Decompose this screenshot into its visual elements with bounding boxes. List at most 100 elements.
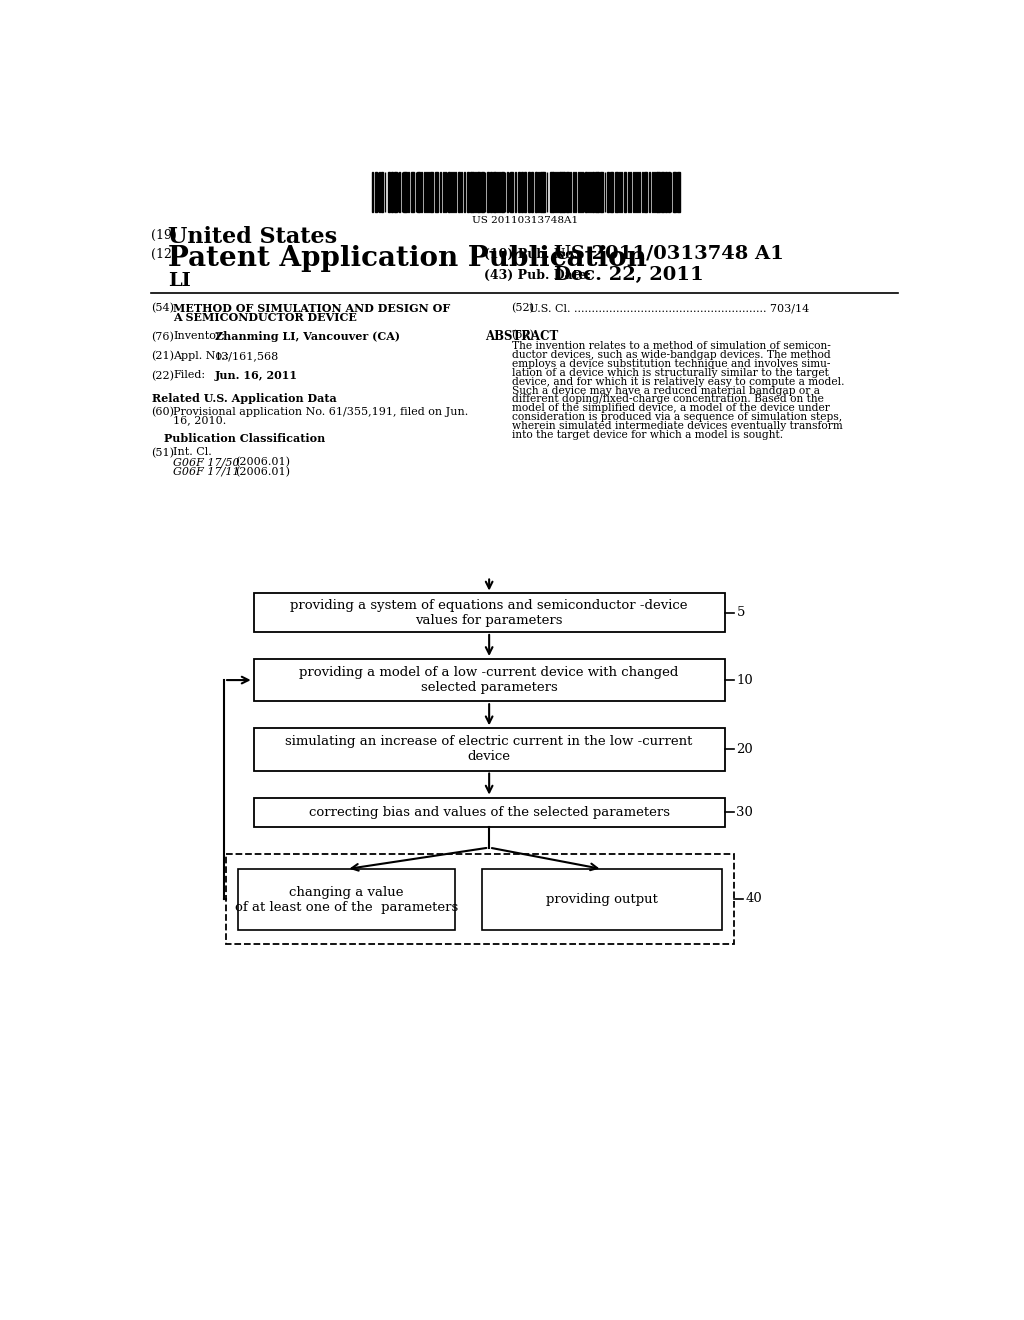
Bar [544, 172, 545, 213]
Text: 16, 2010.: 16, 2010. [173, 416, 226, 425]
Text: (2006.01): (2006.01) [234, 457, 290, 467]
Bar [430, 172, 433, 213]
Text: model of the simplified device, a model of the device under: model of the simplified device, a model … [512, 403, 829, 413]
Bar [531, 172, 534, 213]
Bar [254, 594, 725, 632]
Bar [614, 172, 617, 213]
Bar [677, 172, 680, 213]
Bar [493, 172, 495, 213]
Bar [644, 172, 646, 213]
Bar [590, 172, 592, 213]
Text: (60): (60) [152, 407, 174, 417]
Bar [449, 172, 451, 213]
Bar [566, 172, 569, 213]
Text: device, and for which it is relatively easy to compute a model.: device, and for which it is relatively e… [512, 376, 844, 387]
Text: different doping/fixed-charge concentration. Based on the: different doping/fixed-charge concentrat… [512, 395, 823, 404]
Text: 40: 40 [745, 892, 763, 906]
Text: (10) Pub. No.:: (10) Pub. No.: [484, 248, 587, 261]
Bar [524, 172, 526, 213]
Text: G06F 17/50: G06F 17/50 [173, 457, 240, 467]
Bar [633, 172, 634, 213]
Text: ABSTRACT: ABSTRACT [484, 330, 558, 343]
Bar [560, 172, 563, 213]
Bar [628, 172, 630, 213]
Bar [592, 172, 594, 213]
Text: (19): (19) [152, 230, 177, 243]
Text: US 20110313748A1: US 20110313748A1 [472, 216, 578, 226]
Text: 13/161,568: 13/161,568 [215, 351, 280, 360]
Bar [501, 172, 504, 213]
Text: consideration is produced via a sequence of simulation steps,: consideration is produced via a sequence… [512, 412, 842, 422]
Text: Such a device may have a reduced material bandgap or a: Such a device may have a reduced materia… [512, 385, 819, 396]
Bar [254, 729, 725, 771]
Text: Appl. No.:: Appl. No.: [173, 351, 229, 360]
Text: providing a system of equations and semiconductor -device
values for parameters: providing a system of equations and semi… [291, 599, 688, 627]
Bar [657, 172, 660, 213]
Bar [381, 172, 383, 213]
Bar [624, 172, 627, 213]
Text: Patent Application Publication: Patent Application Publication [168, 244, 647, 272]
Bar [388, 172, 390, 213]
Bar [607, 172, 609, 213]
Text: Publication Classification: Publication Classification [164, 433, 325, 445]
Text: United States: United States [168, 226, 338, 248]
Bar [578, 172, 579, 213]
Text: G06F 17/11: G06F 17/11 [173, 467, 240, 477]
Bar [586, 172, 587, 213]
Bar [518, 172, 520, 213]
Bar [610, 172, 611, 213]
Bar [540, 172, 543, 213]
Bar [662, 172, 664, 213]
Bar [481, 172, 483, 213]
Text: (43) Pub. Date:: (43) Pub. Date: [484, 268, 592, 281]
Text: correcting bias and values of the selected parameters: correcting bias and values of the select… [308, 805, 670, 818]
Bar [417, 172, 419, 213]
Bar [478, 172, 480, 213]
Text: US 2011/0313748 A1: US 2011/0313748 A1 [554, 244, 784, 263]
Text: (2006.01): (2006.01) [234, 467, 290, 478]
Bar [254, 797, 725, 826]
Text: U.S. Cl. ....................................................... 703/14: U.S. Cl. ...............................… [528, 304, 809, 313]
Text: employs a device substitution technique and involves simu-: employs a device substitution technique … [512, 359, 830, 370]
Text: providing a model of a low -current device with changed
selected parameters: providing a model of a low -current devi… [299, 667, 679, 694]
Text: Zhanming LI, Vancouver (CA): Zhanming LI, Vancouver (CA) [215, 331, 399, 342]
Bar [471, 172, 474, 213]
Text: (76): (76) [152, 331, 174, 342]
Bar [464, 172, 465, 213]
Text: (57): (57) [512, 330, 535, 341]
Text: (12): (12) [152, 248, 177, 261]
Bar [652, 172, 653, 213]
Bar [675, 172, 676, 213]
Text: ductor devices, such as wide-bandgap devices. The method: ductor devices, such as wide-bandgap dev… [512, 350, 830, 360]
Bar [482, 869, 722, 929]
Text: 5: 5 [736, 606, 744, 619]
Bar [639, 172, 640, 213]
Text: (22): (22) [152, 371, 174, 380]
Bar [557, 172, 558, 213]
Bar [649, 172, 650, 213]
Bar [669, 172, 670, 213]
Bar [642, 172, 643, 213]
Text: A SEMICONDUCTOR DEVICE: A SEMICONDUCTOR DEVICE [173, 312, 356, 323]
Text: 10: 10 [736, 673, 753, 686]
Text: providing output: providing output [547, 894, 658, 906]
Text: The invention relates to a method of simulation of semicon-: The invention relates to a method of sim… [512, 342, 830, 351]
Bar [665, 172, 668, 213]
Bar [510, 172, 513, 213]
Text: Related U.S. Application Data: Related U.S. Application Data [152, 392, 337, 404]
Text: lation of a device which is structurally similar to the target: lation of a device which is structurally… [512, 368, 828, 378]
Bar [254, 659, 725, 701]
Bar [458, 172, 461, 213]
Bar [428, 172, 429, 213]
Bar [375, 172, 377, 213]
Text: Jun. 16, 2011: Jun. 16, 2011 [215, 371, 298, 381]
Text: (21): (21) [152, 351, 174, 362]
Text: Filed:: Filed: [173, 371, 205, 380]
Text: wherein simulated intermediate devices eventually transform: wherein simulated intermediate devices e… [512, 421, 843, 430]
Bar [435, 172, 438, 213]
Text: LI: LI [168, 272, 191, 290]
Text: simulating an increase of electric current in the low -current
device: simulating an increase of electric curre… [286, 735, 693, 763]
Bar [588, 172, 589, 213]
Text: into the target device for which a model is sought.: into the target device for which a model… [512, 430, 782, 440]
Text: (54): (54) [152, 304, 174, 313]
